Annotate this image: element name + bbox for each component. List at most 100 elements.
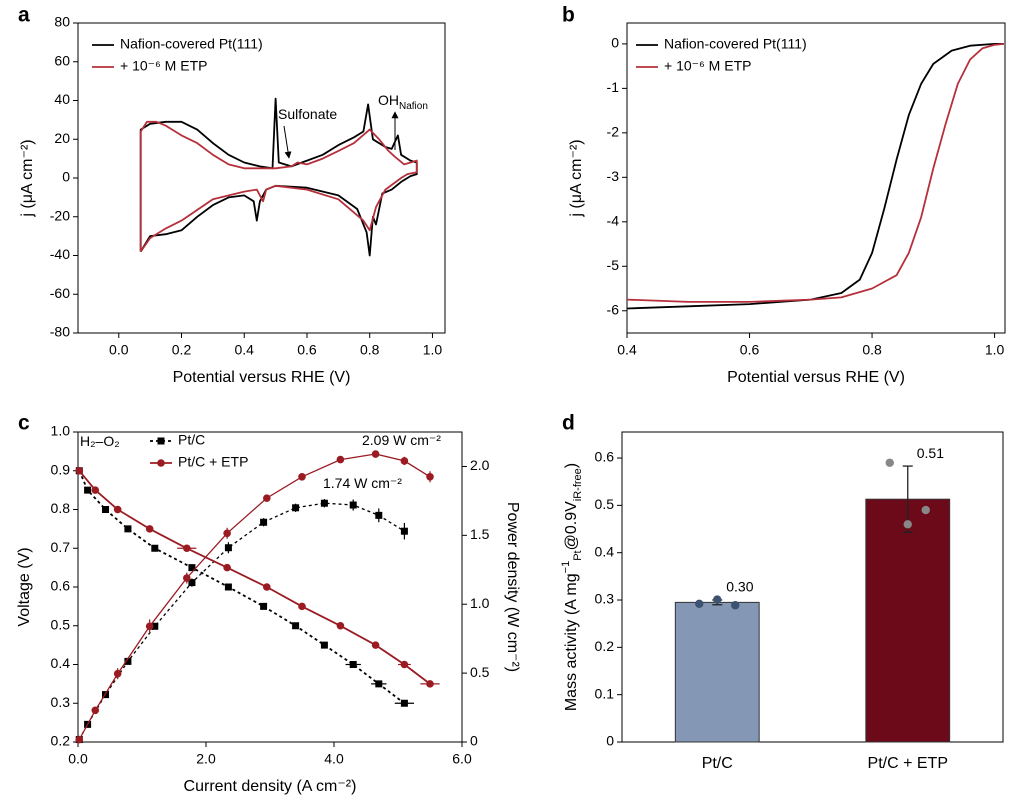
panel-label: b <box>562 4 575 27</box>
marker <box>320 641 328 649</box>
marker <box>426 680 434 688</box>
y-axis-title-part: Pt <box>572 550 584 560</box>
marker <box>263 583 271 591</box>
panel-label: c <box>18 412 30 435</box>
x-tick-label: 0.2 <box>172 342 192 358</box>
y2-axis-title: Power density (W cm⁻²) <box>504 502 521 672</box>
marker <box>75 735 84 744</box>
y-axis-title: j (μA cm⁻²) <box>568 139 585 217</box>
marker <box>223 529 231 538</box>
x-axis-title: Potential versus RHE (V) <box>173 369 351 386</box>
annotation: 1.74 W cm⁻² <box>323 475 402 491</box>
annotation: Sulfonate <box>278 106 337 122</box>
marker <box>224 583 232 591</box>
y-tick-label: -1 <box>607 79 620 95</box>
x-tick-label: 2.0 <box>196 751 216 767</box>
series-line <box>626 43 1004 310</box>
y-axis-title-part: ) <box>563 463 580 468</box>
marker <box>336 621 345 630</box>
x-tick-label: 0.4 <box>617 342 637 358</box>
annotation-text: 1.74 W cm⁻² <box>323 475 402 491</box>
marker <box>400 699 408 707</box>
data-point <box>713 595 722 604</box>
data-point <box>885 458 894 467</box>
marker <box>320 499 328 507</box>
data-point <box>903 520 912 529</box>
y-tick-label: -6 <box>607 301 620 317</box>
data-point <box>695 599 704 609</box>
y-tick-label: 0.5 <box>51 616 71 632</box>
legend-label: Pt/C <box>178 432 205 448</box>
annotation: 2.09 W cm⁻² <box>362 432 441 448</box>
y-tick-label: 0.5 <box>595 496 615 512</box>
bar <box>865 498 951 743</box>
marker <box>151 622 159 630</box>
marker <box>183 574 191 582</box>
marker <box>145 525 154 533</box>
y-tick-label: 40 <box>54 91 70 107</box>
x-tick-label: 0.6 <box>740 342 760 358</box>
data-point <box>921 505 930 515</box>
series-line <box>139 120 418 253</box>
panel: c 0.2 0.3 0.4 0.5 0.6 0.7 0.8 0.9 1.0 0 0.5 1.0 1.5 2.… <box>16 412 521 796</box>
marker <box>336 455 345 464</box>
legend-label: + 10⁻⁶ M ETP <box>664 58 751 74</box>
y-tick-label: 0.1 <box>595 685 615 701</box>
y-tick-label: -4 <box>607 213 620 229</box>
y-tick-label: 20 <box>54 130 70 146</box>
x-axis-title: Current density (A cm⁻²) <box>184 778 357 795</box>
y-tick-label: 0.4 <box>51 655 71 671</box>
legend-marker <box>157 437 165 445</box>
y2-tick-label: 0 <box>470 733 478 749</box>
marker <box>145 622 154 631</box>
y-tick-label: -3 <box>607 168 620 184</box>
y2-tick-label: 2.0 <box>470 457 490 473</box>
marker <box>124 657 132 665</box>
legend-label: Nafion-covered Pt(111) <box>664 36 807 52</box>
y2-tick-label: 1.5 <box>470 526 490 542</box>
marker <box>349 661 357 668</box>
y-axis-title: Mass activity (A mg−1Pt@0.9ViR-free) <box>560 463 584 711</box>
y-tick-label: 0.4 <box>595 543 615 559</box>
marker <box>91 706 100 715</box>
y-axis-title: j (μA cm⁻²) <box>19 139 36 217</box>
y-tick-label: -2 <box>607 124 620 140</box>
x-tick-label: 4.0 <box>324 751 344 767</box>
annotation: H₂–O₂ <box>80 433 120 449</box>
y-tick-label: 0.6 <box>595 449 615 465</box>
annotation-text: 2.09 W cm⁻² <box>362 432 441 448</box>
marker <box>375 680 383 688</box>
y-axis-title-part: −1 <box>560 561 572 574</box>
x-tick-label: 1.0 <box>423 342 443 358</box>
y-tick-label: 0 <box>62 169 70 185</box>
marker <box>113 669 122 678</box>
y-axis-title-part: @0.9V <box>563 501 580 550</box>
marker <box>400 527 408 535</box>
value-label: 0.30 <box>726 579 753 595</box>
marker <box>102 506 110 513</box>
marker <box>260 602 268 610</box>
series-line <box>78 470 431 685</box>
y-tick-label: 0.7 <box>51 539 71 555</box>
x-tick-label: 0.0 <box>109 342 129 358</box>
y-tick-label: 0.2 <box>51 733 71 749</box>
marker <box>224 544 232 552</box>
y-tick-label: 0.9 <box>51 461 71 477</box>
x-tick-label: 1.0 <box>985 342 1005 358</box>
y-axis-title-part: iR-free <box>572 468 584 501</box>
y-axis-title-part: Mass activity (A mg <box>563 573 580 711</box>
y2-tick-label: 1.0 <box>470 595 490 611</box>
y-tick-label: 60 <box>54 52 70 68</box>
value-label: 0.51 <box>917 445 944 461</box>
panel: b 0 -1 -2 -3 -4 -5 -6 0.4 0.6 0.8 1.0 Potential vers… <box>562 4 1006 386</box>
marker <box>375 511 383 519</box>
annotation: OHNafion <box>378 92 428 112</box>
series-line-y2 <box>78 453 431 740</box>
marker <box>75 466 84 475</box>
marker <box>84 486 92 494</box>
axes-frame <box>621 431 1004 743</box>
data-point <box>731 601 740 610</box>
legend-label: + 10⁻⁶ M ETP <box>120 58 207 74</box>
y-tick-label: 80 <box>54 14 70 30</box>
